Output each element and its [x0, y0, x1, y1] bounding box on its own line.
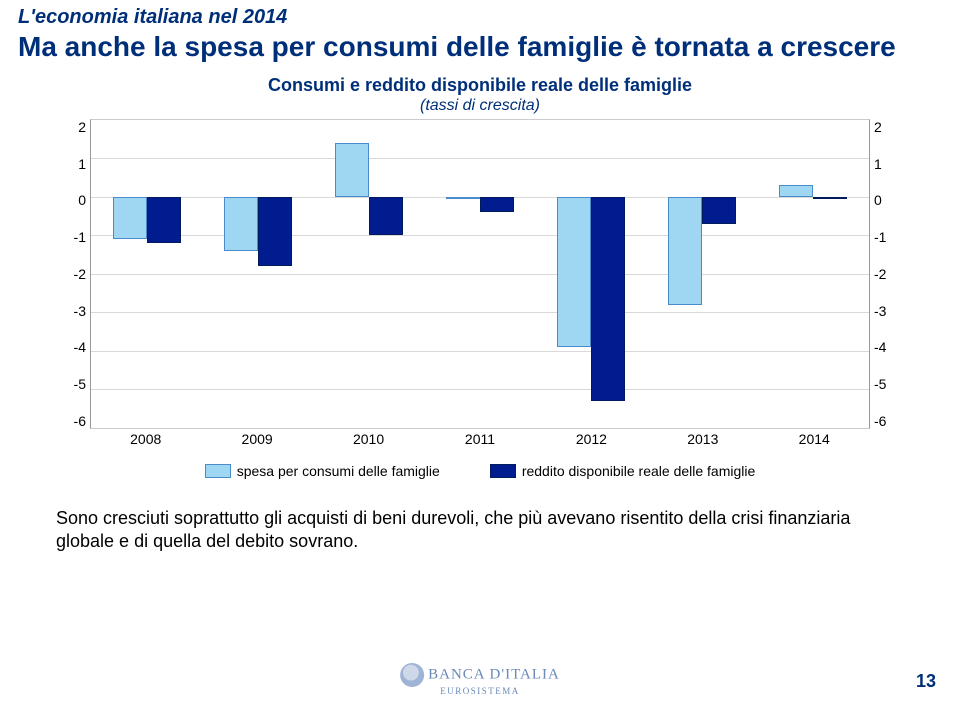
y-tick-label: -6: [874, 413, 900, 429]
y-tick-label: 1: [874, 156, 900, 172]
bar-spesa: [779, 185, 813, 197]
bar-reddito: [702, 197, 736, 224]
y-tick-label: -1: [60, 229, 86, 245]
legend-label: reddito disponibile reale delle famiglie: [522, 463, 755, 479]
body-text: Sono cresciuti soprattutto gli acquisti …: [56, 507, 904, 554]
legend-item-reddito: reddito disponibile reale delle famiglie: [490, 463, 755, 479]
y-tick-label: -1: [874, 229, 900, 245]
x-tick-label: 2011: [424, 431, 535, 447]
x-tick-label: 2014: [759, 431, 870, 447]
bar-spesa: [113, 197, 147, 239]
chart-subtitle: (tassi di crescita): [60, 97, 900, 115]
legend: spesa per consumi delle famiglie reddito…: [60, 463, 900, 479]
y-tick-label: -2: [874, 266, 900, 282]
bar-reddito: [147, 197, 181, 243]
logo-eurosystem: EUROSISTEMA: [400, 687, 560, 696]
bar-reddito: [480, 197, 514, 212]
legend-swatch-icon: [205, 464, 231, 478]
y-tick-label: -6: [60, 413, 86, 429]
y-axis-right: 2 1 0 -1 -2 -3 -4 -5 -6: [870, 119, 900, 429]
logo-bank: BANCA D'ITALIA: [428, 666, 560, 682]
slide-pretitle: L'economia italiana nel 2014: [18, 6, 942, 29]
y-tick-label: -3: [874, 303, 900, 319]
bars-layer: [91, 120, 869, 428]
plot-area: [90, 119, 870, 429]
bar-spesa: [335, 143, 369, 197]
legend-swatch-icon: [490, 464, 516, 478]
y-tick-label: 2: [60, 119, 86, 135]
x-tick-label: 2008: [90, 431, 201, 447]
bar-reddito: [369, 197, 403, 236]
logo: BANCA D'ITALIA EUROSISTEMA: [400, 663, 560, 696]
bar-spesa: [557, 197, 591, 347]
x-axis: 2008200920102011201220132014: [90, 429, 870, 447]
y-tick-label: -4: [60, 339, 86, 355]
y-axis-left: 2 1 0 -1 -2 -3 -4 -5 -6: [60, 119, 90, 429]
crest-icon: [400, 663, 424, 687]
y-tick-label: 2: [874, 119, 900, 135]
bar-spesa: [668, 197, 702, 305]
y-tick-label: -3: [60, 303, 86, 319]
chart-plot-area: 2 1 0 -1 -2 -3 -4 -5 -6 2 1 0 -1 -2 -3 -4 -5 -6: [60, 119, 900, 429]
slide-title: Ma anche la spesa per consumi delle fami…: [18, 31, 942, 63]
y-tick-label: -2: [60, 266, 86, 282]
y-tick-label: -4: [874, 339, 900, 355]
y-tick-label: 1: [60, 156, 86, 172]
bar-reddito: [813, 197, 847, 199]
chart-container: Consumi e reddito disponibile reale dell…: [60, 75, 900, 479]
title-section: L'economia italiana nel 2014 Ma anche la…: [0, 0, 960, 67]
bar-spesa: [224, 197, 258, 251]
legend-label: spesa per consumi delle famiglie: [237, 463, 440, 479]
bar-reddito: [258, 197, 292, 266]
y-tick-label: -5: [874, 376, 900, 392]
y-tick-label: 0: [874, 192, 900, 208]
y-tick-label: 0: [60, 192, 86, 208]
x-tick-label: 2013: [647, 431, 758, 447]
legend-item-spesa: spesa per consumi delle famiglie: [205, 463, 440, 479]
bar-spesa: [446, 197, 480, 199]
x-tick-label: 2012: [536, 431, 647, 447]
y-tick-label: -5: [60, 376, 86, 392]
x-tick-label: 2009: [201, 431, 312, 447]
page-number: 13: [916, 671, 936, 692]
chart-title: Consumi e reddito disponibile reale dell…: [60, 75, 900, 97]
bar-reddito: [591, 197, 625, 401]
x-tick-label: 2010: [313, 431, 424, 447]
